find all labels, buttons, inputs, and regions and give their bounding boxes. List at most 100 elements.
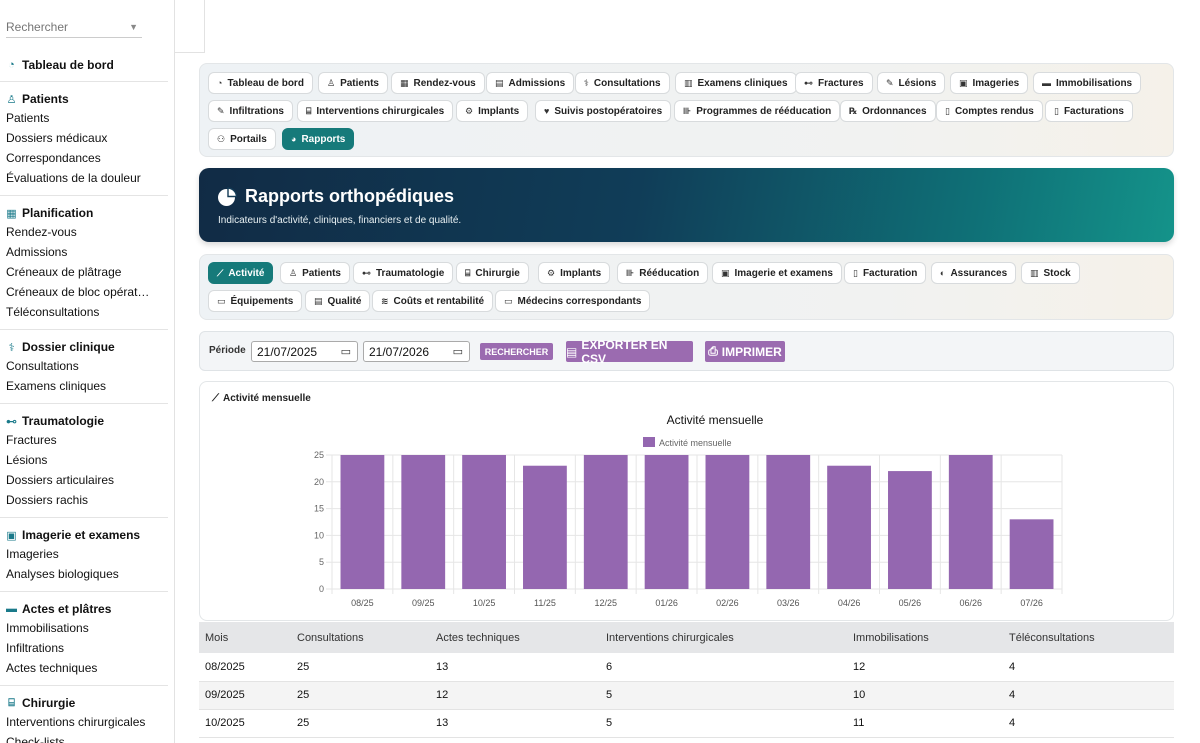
activity-chart-card: ⟋ Activité mensuelle Activité mensuelle A… bbox=[199, 381, 1174, 621]
report-tab-rehab[interactable]: ⊪ Rééducation bbox=[617, 262, 709, 284]
column-header[interactable]: Consultations bbox=[291, 622, 430, 653]
sidebar-item-teleconsultations[interactable]: Téléconsultations bbox=[6, 305, 100, 319]
tab-patients[interactable]: ♙ Patients bbox=[318, 72, 388, 94]
column-header[interactable]: Immobilisations bbox=[847, 622, 1003, 653]
print-button[interactable]: ⎙ IMPRIMER bbox=[705, 341, 785, 362]
column-header[interactable]: Actes techniques bbox=[430, 622, 600, 653]
sidebar-item-checklists[interactable]: Check-lists bbox=[6, 735, 65, 743]
sidebar-item-surgical-interventions[interactable]: Interventions chirurgicales bbox=[6, 715, 146, 729]
tab-implants[interactable]: ⚙ Implants bbox=[456, 100, 529, 122]
calendar-icon[interactable]: ▭ bbox=[340, 346, 351, 358]
report-tab-surgery[interactable]: ⌸ Chirurgie bbox=[456, 262, 529, 284]
tab-consultations[interactable]: ⚕ Consultations bbox=[575, 72, 670, 94]
sidebar-item-technical-acts[interactable]: Actes techniques bbox=[6, 661, 98, 675]
x-tick-label: 11/25 bbox=[534, 598, 556, 608]
search-input[interactable] bbox=[6, 16, 126, 34]
sidebar-item-appointments[interactable]: Rendez-vous bbox=[6, 225, 77, 239]
tab-fractures[interactable]: ⊷ Fractures bbox=[795, 72, 873, 94]
bed-icon: ⌸ bbox=[306, 105, 312, 116]
tab-label: Interventions chirurgicales bbox=[316, 105, 445, 117]
report-tab-equipment[interactable]: ▭ Équipements bbox=[208, 290, 303, 312]
tab-label: Immobilisations bbox=[1056, 77, 1133, 89]
tab-lesions[interactable]: ✎ Lésions bbox=[877, 72, 946, 94]
search-button[interactable]: RECHERCHER bbox=[480, 343, 553, 360]
pie-chart-icon: ◕ bbox=[291, 134, 297, 144]
date-from-input[interactable]: 21/07/2025 ▭ bbox=[251, 341, 358, 362]
tab-appointments[interactable]: ▦ Rendez-vous bbox=[391, 72, 485, 94]
page-header: Rapports orthopédiques Indicateurs d'act… bbox=[199, 168, 1174, 242]
sidebar-item-or-slots[interactable]: Créneaux de bloc opérat… bbox=[6, 285, 150, 299]
calendar-icon[interactable]: ▭ bbox=[452, 346, 463, 358]
tab-label: Imageries bbox=[972, 77, 1020, 89]
report-tab-insurance[interactable]: ◐ Assurances bbox=[931, 262, 1017, 284]
tab-immobilisations[interactable]: ▬ Immobilisations bbox=[1033, 72, 1142, 94]
sidebar-item-dashboard[interactable]: ◔ Tableau de bord bbox=[0, 56, 168, 74]
report-tab-quality[interactable]: ▤ Qualité bbox=[305, 290, 371, 312]
dashboard-icon: ◔ bbox=[8, 59, 15, 71]
sidebar-item-spine-records[interactable]: Dossiers rachis bbox=[6, 493, 89, 507]
bar bbox=[827, 465, 871, 589]
file-csv-icon: ▤ bbox=[566, 344, 578, 359]
export-csv-button[interactable]: ▤ EXPORTER EN CSV bbox=[566, 338, 693, 366]
tab-reports[interactable]: ◕ Rapports bbox=[282, 128, 355, 150]
report-tab-stock[interactable]: ▥ Stock bbox=[1021, 262, 1080, 284]
sidebar-item-admissions[interactable]: Admissions bbox=[6, 245, 68, 259]
tab-surgical-interventions[interactable]: ⌸ Interventions chirurgicales bbox=[297, 100, 454, 122]
sidebar-item-joint-records[interactable]: Dossiers articulaires bbox=[6, 473, 115, 487]
sidebar-item-fractures[interactable]: Fractures bbox=[6, 433, 57, 447]
date-to-input[interactable]: 21/07/2026 ▭ bbox=[363, 341, 470, 362]
column-header[interactable]: Téléconsultations bbox=[1003, 622, 1174, 653]
sidebar-group-title: Traumatologie bbox=[22, 414, 105, 428]
print-icon: ⎙ bbox=[708, 344, 718, 358]
report-tab-billing[interactable]: ▯ Facturation bbox=[844, 262, 927, 284]
sidebar-item-immobilisations[interactable]: Immobilisations bbox=[6, 621, 89, 635]
sidebar-item-imaging[interactable]: Imageries bbox=[6, 547, 59, 561]
sidebar-item-medical-records[interactable]: Dossiers médicaux bbox=[6, 131, 108, 145]
tab-label: Imagerie et examens bbox=[734, 267, 833, 279]
tab-rehab-programs[interactable]: ⊪ Programmes de rééducation bbox=[674, 100, 841, 122]
sidebar-item-cast-slots[interactable]: Créneaux de plâtrage bbox=[6, 265, 122, 279]
tab-label: Portails bbox=[230, 133, 267, 145]
x-ray-icon: ▣ bbox=[6, 529, 17, 542]
chevron-down-icon[interactable]: ▼ bbox=[129, 22, 138, 32]
sidebar-item-clinical-exams[interactable]: Examens cliniques bbox=[6, 379, 107, 393]
sidebar-item-pain-evaluations[interactable]: Évaluations de la douleur bbox=[6, 171, 141, 185]
tab-dashboard[interactable]: ◔ Tableau de bord bbox=[208, 72, 313, 94]
x-tick-label: 03/26 bbox=[777, 598, 800, 608]
sidebar-item-infiltrations[interactable]: Infiltrations bbox=[6, 641, 65, 655]
report-tab-traumatology[interactable]: ⊷ Traumatologie bbox=[353, 262, 454, 284]
tab-postop-followups[interactable]: ♥ Suivis postopératoires bbox=[535, 100, 672, 122]
tab-admissions[interactable]: ▤ Admissions bbox=[486, 72, 575, 94]
coins-icon: ≋ bbox=[381, 295, 389, 306]
column-header[interactable]: Interventions chirurgicales bbox=[600, 622, 847, 653]
top-bar-stub bbox=[175, 0, 205, 53]
tab-portals[interactable]: ⚇ Portails bbox=[208, 128, 276, 150]
report-tab-patients[interactable]: ♙ Patients bbox=[280, 262, 350, 284]
sidebar-item-lab-tests[interactable]: Analyses biologiques bbox=[6, 567, 119, 581]
period-label: Période bbox=[209, 345, 246, 356]
sidebar-search[interactable]: ▼ bbox=[6, 16, 142, 38]
bar bbox=[462, 455, 506, 589]
tab-clinical-exams[interactable]: ▥ Examens cliniques bbox=[675, 72, 797, 94]
report-tab-referring-doctors[interactable]: ▭ Médecins correspondants bbox=[495, 290, 651, 312]
divider bbox=[0, 591, 168, 592]
report-tab-implants[interactable]: ⚙ Implants bbox=[538, 262, 611, 284]
sidebar-item-patients[interactable]: Patients bbox=[6, 111, 50, 125]
bandage-icon: ▬ bbox=[6, 603, 17, 615]
tab-billing[interactable]: ▯ Facturations bbox=[1045, 100, 1133, 122]
sidebar-item-lesions[interactable]: Lésions bbox=[6, 453, 48, 467]
module-nav: ◔ Tableau de bord ♙ Patients ▦ Rendez-vous … bbox=[199, 63, 1174, 157]
report-tab-activity[interactable]: ⟋ Activité bbox=[208, 262, 274, 284]
tab-infiltrations[interactable]: ✎ Infiltrations bbox=[208, 100, 293, 122]
column-header[interactable]: Mois bbox=[199, 622, 291, 653]
divider bbox=[0, 403, 168, 404]
tab-prescriptions[interactable]: ℞ Ordonnances bbox=[840, 100, 936, 122]
sidebar-item-consultations[interactable]: Consultations bbox=[6, 359, 79, 373]
report-tab-costs[interactable]: ≋ Coûts et rentabilité bbox=[372, 290, 494, 312]
tab-reports-docs[interactable]: ▯ Comptes rendus bbox=[936, 100, 1043, 122]
card-title-text: Activité mensuelle bbox=[223, 393, 311, 404]
tab-imaging[interactable]: ▣ Imageries bbox=[950, 72, 1029, 94]
report-tab-imaging[interactable]: ▣ Imagerie et examens bbox=[712, 262, 842, 284]
sidebar-item-correspondences[interactable]: Correspondances bbox=[6, 151, 101, 165]
table-cell: 13 bbox=[430, 653, 600, 682]
